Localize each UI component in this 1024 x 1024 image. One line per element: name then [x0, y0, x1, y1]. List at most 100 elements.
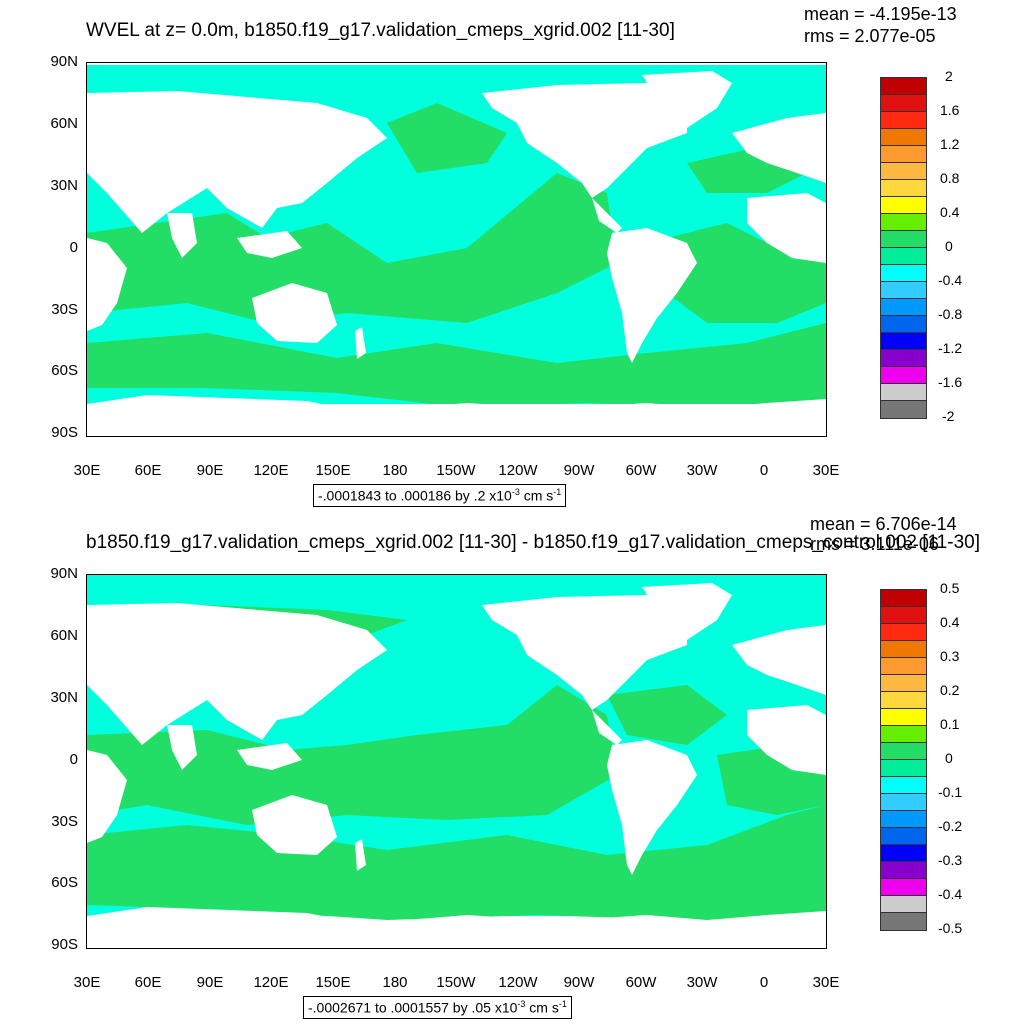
colorbar-box	[881, 879, 926, 896]
colorbar-box	[881, 590, 926, 607]
field-region	[87, 173, 617, 323]
map-plot-area	[86, 574, 827, 949]
colorbar	[880, 77, 927, 419]
colorbar-box	[881, 248, 926, 265]
map-plot-area	[86, 62, 827, 437]
maritime-continent	[237, 231, 302, 258]
colorbar-box	[881, 607, 926, 624]
colorbar-label: 0.4	[940, 204, 960, 220]
range-exponent: -3	[511, 487, 520, 497]
lon-label: 180	[382, 462, 408, 479]
colorbar-box	[881, 333, 926, 350]
colorbar-box	[881, 163, 926, 180]
colorbar-label: -0.8	[938, 306, 963, 322]
lat-label: 60N	[50, 115, 78, 132]
colorbar-label: -2	[942, 408, 955, 424]
colorbar-box	[881, 350, 926, 367]
rms-value: rms = 3.111e-06	[810, 534, 939, 554]
lon-label: 30E	[73, 974, 101, 991]
lon-label: 60W	[625, 462, 657, 479]
colorbar-box	[881, 794, 926, 811]
north-america-landmass	[482, 595, 687, 710]
colorbar-box	[881, 862, 926, 879]
map-panel-bottom: b1850.f19_g17.validation_cmeps_xgrid.002…	[0, 512, 1024, 1024]
colorbar-box	[881, 197, 926, 214]
colorbar-label: -1.6	[938, 374, 963, 390]
colorbar-label: 0.2	[940, 682, 960, 698]
colorbar-box	[881, 811, 926, 828]
colorbar-box	[881, 828, 926, 845]
lon-label: 150E	[315, 974, 351, 991]
colorbar-box	[881, 760, 926, 777]
lon-label: 180	[382, 974, 408, 991]
greenland-landmass	[642, 583, 732, 640]
antarctica	[87, 907, 826, 948]
colorbar-box	[881, 95, 926, 112]
australia-landmass	[252, 283, 337, 343]
colorbar-box	[881, 675, 926, 692]
colorbar-label: 0.5	[940, 580, 960, 596]
lon-label: 150W	[436, 974, 476, 991]
colorbar-box	[881, 845, 926, 862]
colorbar-box	[881, 658, 926, 675]
colorbar-box	[881, 129, 926, 146]
range-unit-exponent: -1	[558, 999, 567, 1009]
colorbar-box	[881, 743, 926, 760]
lon-label: 150W	[436, 462, 476, 479]
colorbar-box	[881, 78, 926, 95]
lon-label: 90E	[196, 974, 224, 991]
colorbar-label: 0.8	[940, 170, 960, 186]
field-region	[387, 103, 507, 173]
colorbar-label: 0.1	[940, 716, 960, 732]
africa-west-landmass	[747, 193, 826, 263]
lon-label: 30E	[812, 974, 840, 991]
colorbar-box	[881, 316, 926, 333]
lon-label: 90E	[196, 462, 224, 479]
africa-landmass	[87, 238, 127, 331]
map-panel-top: WVEL at z= 0.0m, b1850.f19_g17.validatio…	[50, 4, 963, 507]
africa-landmass	[87, 750, 127, 843]
lon-label: 30E	[73, 462, 101, 479]
australia-landmass	[252, 795, 337, 855]
world-map	[87, 575, 826, 948]
range-unit: cm s	[519, 487, 554, 504]
colorbar-box	[881, 692, 926, 709]
lon-label: 120E	[253, 974, 289, 991]
lat-label: 30N	[50, 689, 78, 706]
colorbar-box	[881, 641, 926, 658]
lon-label: 150E	[315, 462, 351, 479]
mean-value: mean = -4.195e-13	[804, 4, 957, 24]
colorbar-label: 0	[945, 750, 953, 766]
field-region	[607, 685, 727, 745]
range-text: -.0002671 to .0001557 by .05 x10	[308, 999, 518, 1016]
lat-label: 30S	[51, 301, 78, 318]
colorbar	[880, 589, 927, 931]
lon-label: 30W	[686, 974, 718, 991]
map-title: WVEL at z= 0.0m, b1850.f19_g17.validatio…	[86, 20, 675, 41]
lon-label: 60E	[134, 462, 162, 479]
europe-landmass	[732, 625, 826, 695]
colorbar-box	[881, 896, 926, 913]
mean-value: mean = 6.706e-14	[810, 514, 957, 534]
colorbar-box	[881, 146, 926, 163]
rms-value: rms = 2.077e-05	[804, 26, 936, 46]
contour-range-box: -.0002671 to .0001557 by .05 x10-3 cm s-…	[303, 996, 572, 1019]
lon-label: 120E	[253, 462, 289, 479]
colorbar-label: -0.4	[938, 886, 963, 902]
field-region	[87, 685, 617, 825]
colorbar-label: -0.5	[938, 920, 963, 936]
range-exponent: -3	[517, 999, 526, 1009]
colorbar-box	[881, 624, 926, 641]
colorbar-label: -0.1	[938, 784, 963, 800]
range-text: -.0001843 to .000186 by .2 x10	[318, 487, 512, 504]
lon-label: 30W	[686, 462, 718, 479]
lon-label: 120W	[498, 462, 538, 479]
colorbar-box	[881, 231, 926, 248]
lon-label: 120W	[498, 974, 538, 991]
field-region	[647, 223, 826, 323]
lat-label: 30N	[50, 177, 78, 194]
maritime-continent	[237, 743, 302, 770]
contour-range-box: -.0001843 to .000186 by .2 x10-3 cm s-1	[313, 484, 567, 507]
lat-label: 60S	[51, 362, 78, 379]
colorbar-box	[881, 282, 926, 299]
